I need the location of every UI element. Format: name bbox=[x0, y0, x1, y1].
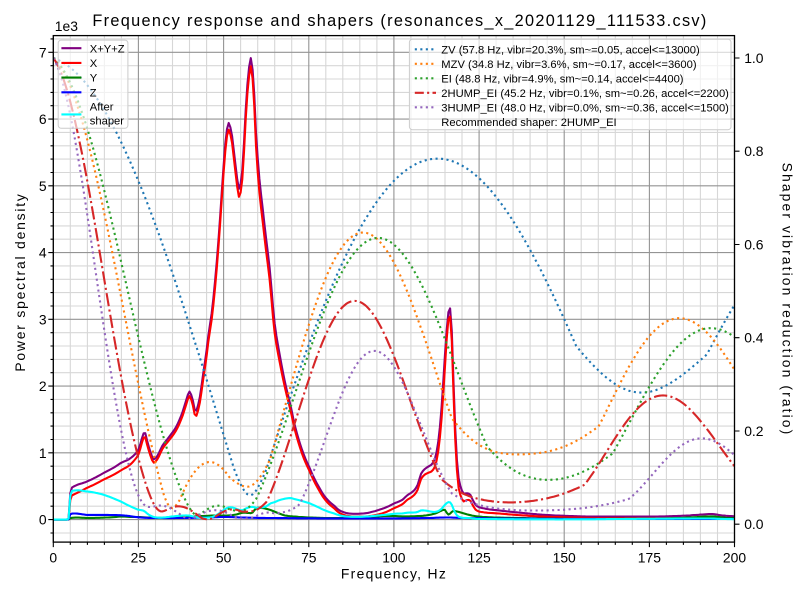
svg-text:0.6: 0.6 bbox=[744, 237, 764, 253]
svg-text:4: 4 bbox=[39, 245, 47, 261]
svg-text:200: 200 bbox=[723, 550, 746, 566]
svg-text:0.8: 0.8 bbox=[744, 143, 764, 159]
svg-text:Z: Z bbox=[90, 87, 97, 99]
svg-text:Frequency response and shapers: Frequency response and shapers (resonanc… bbox=[92, 12, 707, 30]
svg-text:ZV (57.8 Hz, vibr=20.3%, sm~=0: ZV (57.8 Hz, vibr=20.3%, sm~=0.05, accel… bbox=[441, 44, 700, 56]
svg-text:X: X bbox=[90, 58, 98, 70]
svg-text:0: 0 bbox=[39, 512, 47, 528]
svg-text:75: 75 bbox=[301, 550, 317, 566]
svg-text:Y: Y bbox=[90, 73, 98, 85]
svg-text:shaper: shaper bbox=[90, 116, 124, 128]
svg-text:50: 50 bbox=[216, 550, 232, 566]
svg-text:150: 150 bbox=[553, 550, 576, 566]
svg-text:After: After bbox=[90, 102, 114, 114]
svg-text:3HUMP_EI (48.0 Hz, vibr=0.0%,: 3HUMP_EI (48.0 Hz, vibr=0.0%, sm~=0.36, … bbox=[441, 102, 729, 114]
svg-text:2: 2 bbox=[39, 378, 47, 394]
svg-text:7: 7 bbox=[39, 44, 47, 60]
svg-text:Shaper vibration reduction (ra: Shaper vibration reduction (ratio) bbox=[779, 163, 795, 437]
svg-text:Recommended shaper: 2HUMP_EI: Recommended shaper: 2HUMP_EI bbox=[441, 117, 616, 129]
svg-text:0.0: 0.0 bbox=[744, 516, 764, 532]
svg-text:X+Y+Z: X+Y+Z bbox=[90, 43, 125, 55]
svg-text:Power spectral density: Power spectral density bbox=[12, 192, 28, 371]
svg-text:100: 100 bbox=[382, 550, 405, 566]
svg-text:5: 5 bbox=[39, 178, 47, 194]
svg-text:6: 6 bbox=[39, 111, 47, 127]
svg-text:0: 0 bbox=[49, 550, 57, 566]
svg-text:0.4: 0.4 bbox=[744, 330, 764, 346]
svg-text:125: 125 bbox=[468, 550, 491, 566]
svg-text:1e3: 1e3 bbox=[55, 18, 78, 34]
svg-text:25: 25 bbox=[131, 550, 147, 566]
svg-text:1: 1 bbox=[39, 445, 47, 461]
svg-text:2HUMP_EI (45.2 Hz, vibr=0.1%,: 2HUMP_EI (45.2 Hz, vibr=0.1%, sm~=0.26, … bbox=[441, 88, 729, 100]
svg-text:175: 175 bbox=[638, 550, 661, 566]
svg-text:Frequency, Hz: Frequency, Hz bbox=[341, 566, 447, 582]
svg-text:3: 3 bbox=[39, 311, 47, 327]
svg-text:MZV (34.8 Hz, vibr=3.6%, sm~=0: MZV (34.8 Hz, vibr=3.6%, sm~=0.17, accel… bbox=[441, 59, 697, 71]
svg-text:1.0: 1.0 bbox=[744, 50, 764, 66]
svg-text:0.2: 0.2 bbox=[744, 423, 764, 439]
svg-text:EI (48.8 Hz, vibr=4.9%, sm~=0.: EI (48.8 Hz, vibr=4.9%, sm~=0.14, accel<… bbox=[441, 73, 683, 85]
